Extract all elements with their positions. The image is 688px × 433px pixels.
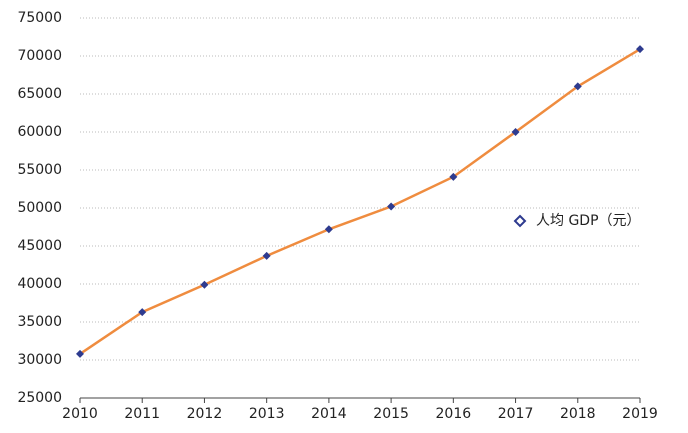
x-tick-label: 2012: [187, 406, 223, 422]
marker: [636, 45, 644, 54]
marker: [387, 202, 396, 211]
x-tick-label: 2015: [373, 406, 409, 422]
marker: [200, 280, 209, 289]
legend-label: 人均 GDP（元）: [536, 213, 641, 229]
x-tick-label: 2011: [124, 406, 160, 422]
x-tick-label: 2018: [560, 406, 596, 422]
y-tick-label: 55000: [17, 162, 62, 178]
y-tick-label: 75000: [17, 10, 62, 26]
x-tick-label: 2017: [498, 406, 534, 422]
legend-marker: [513, 214, 527, 228]
marker: [449, 172, 458, 181]
marker: [138, 308, 147, 317]
y-tick-label: 35000: [17, 314, 62, 330]
x-tick-label: 2013: [249, 406, 285, 422]
marker: [511, 128, 520, 136]
x-tick-label: 2019: [622, 406, 658, 422]
marker: [324, 225, 333, 234]
y-tick-label: 40000: [17, 276, 62, 292]
y-tick-label: 65000: [17, 86, 62, 102]
marker: [262, 251, 271, 260]
x-tick-label: 2014: [311, 406, 347, 422]
y-tick-label: 45000: [17, 238, 62, 254]
x-tick-label: 2016: [436, 406, 472, 422]
marker: [573, 82, 582, 91]
y-tick-label: 50000: [17, 200, 62, 216]
y-tick-label: 30000: [17, 352, 62, 368]
y-tick-label: 70000: [17, 48, 62, 64]
y-tick-label: 25000: [17, 390, 62, 406]
marker: [76, 349, 84, 358]
line: [79, 48, 641, 355]
y-tick-label: 60000: [17, 124, 62, 140]
x-tick-label: 2010: [62, 406, 98, 422]
